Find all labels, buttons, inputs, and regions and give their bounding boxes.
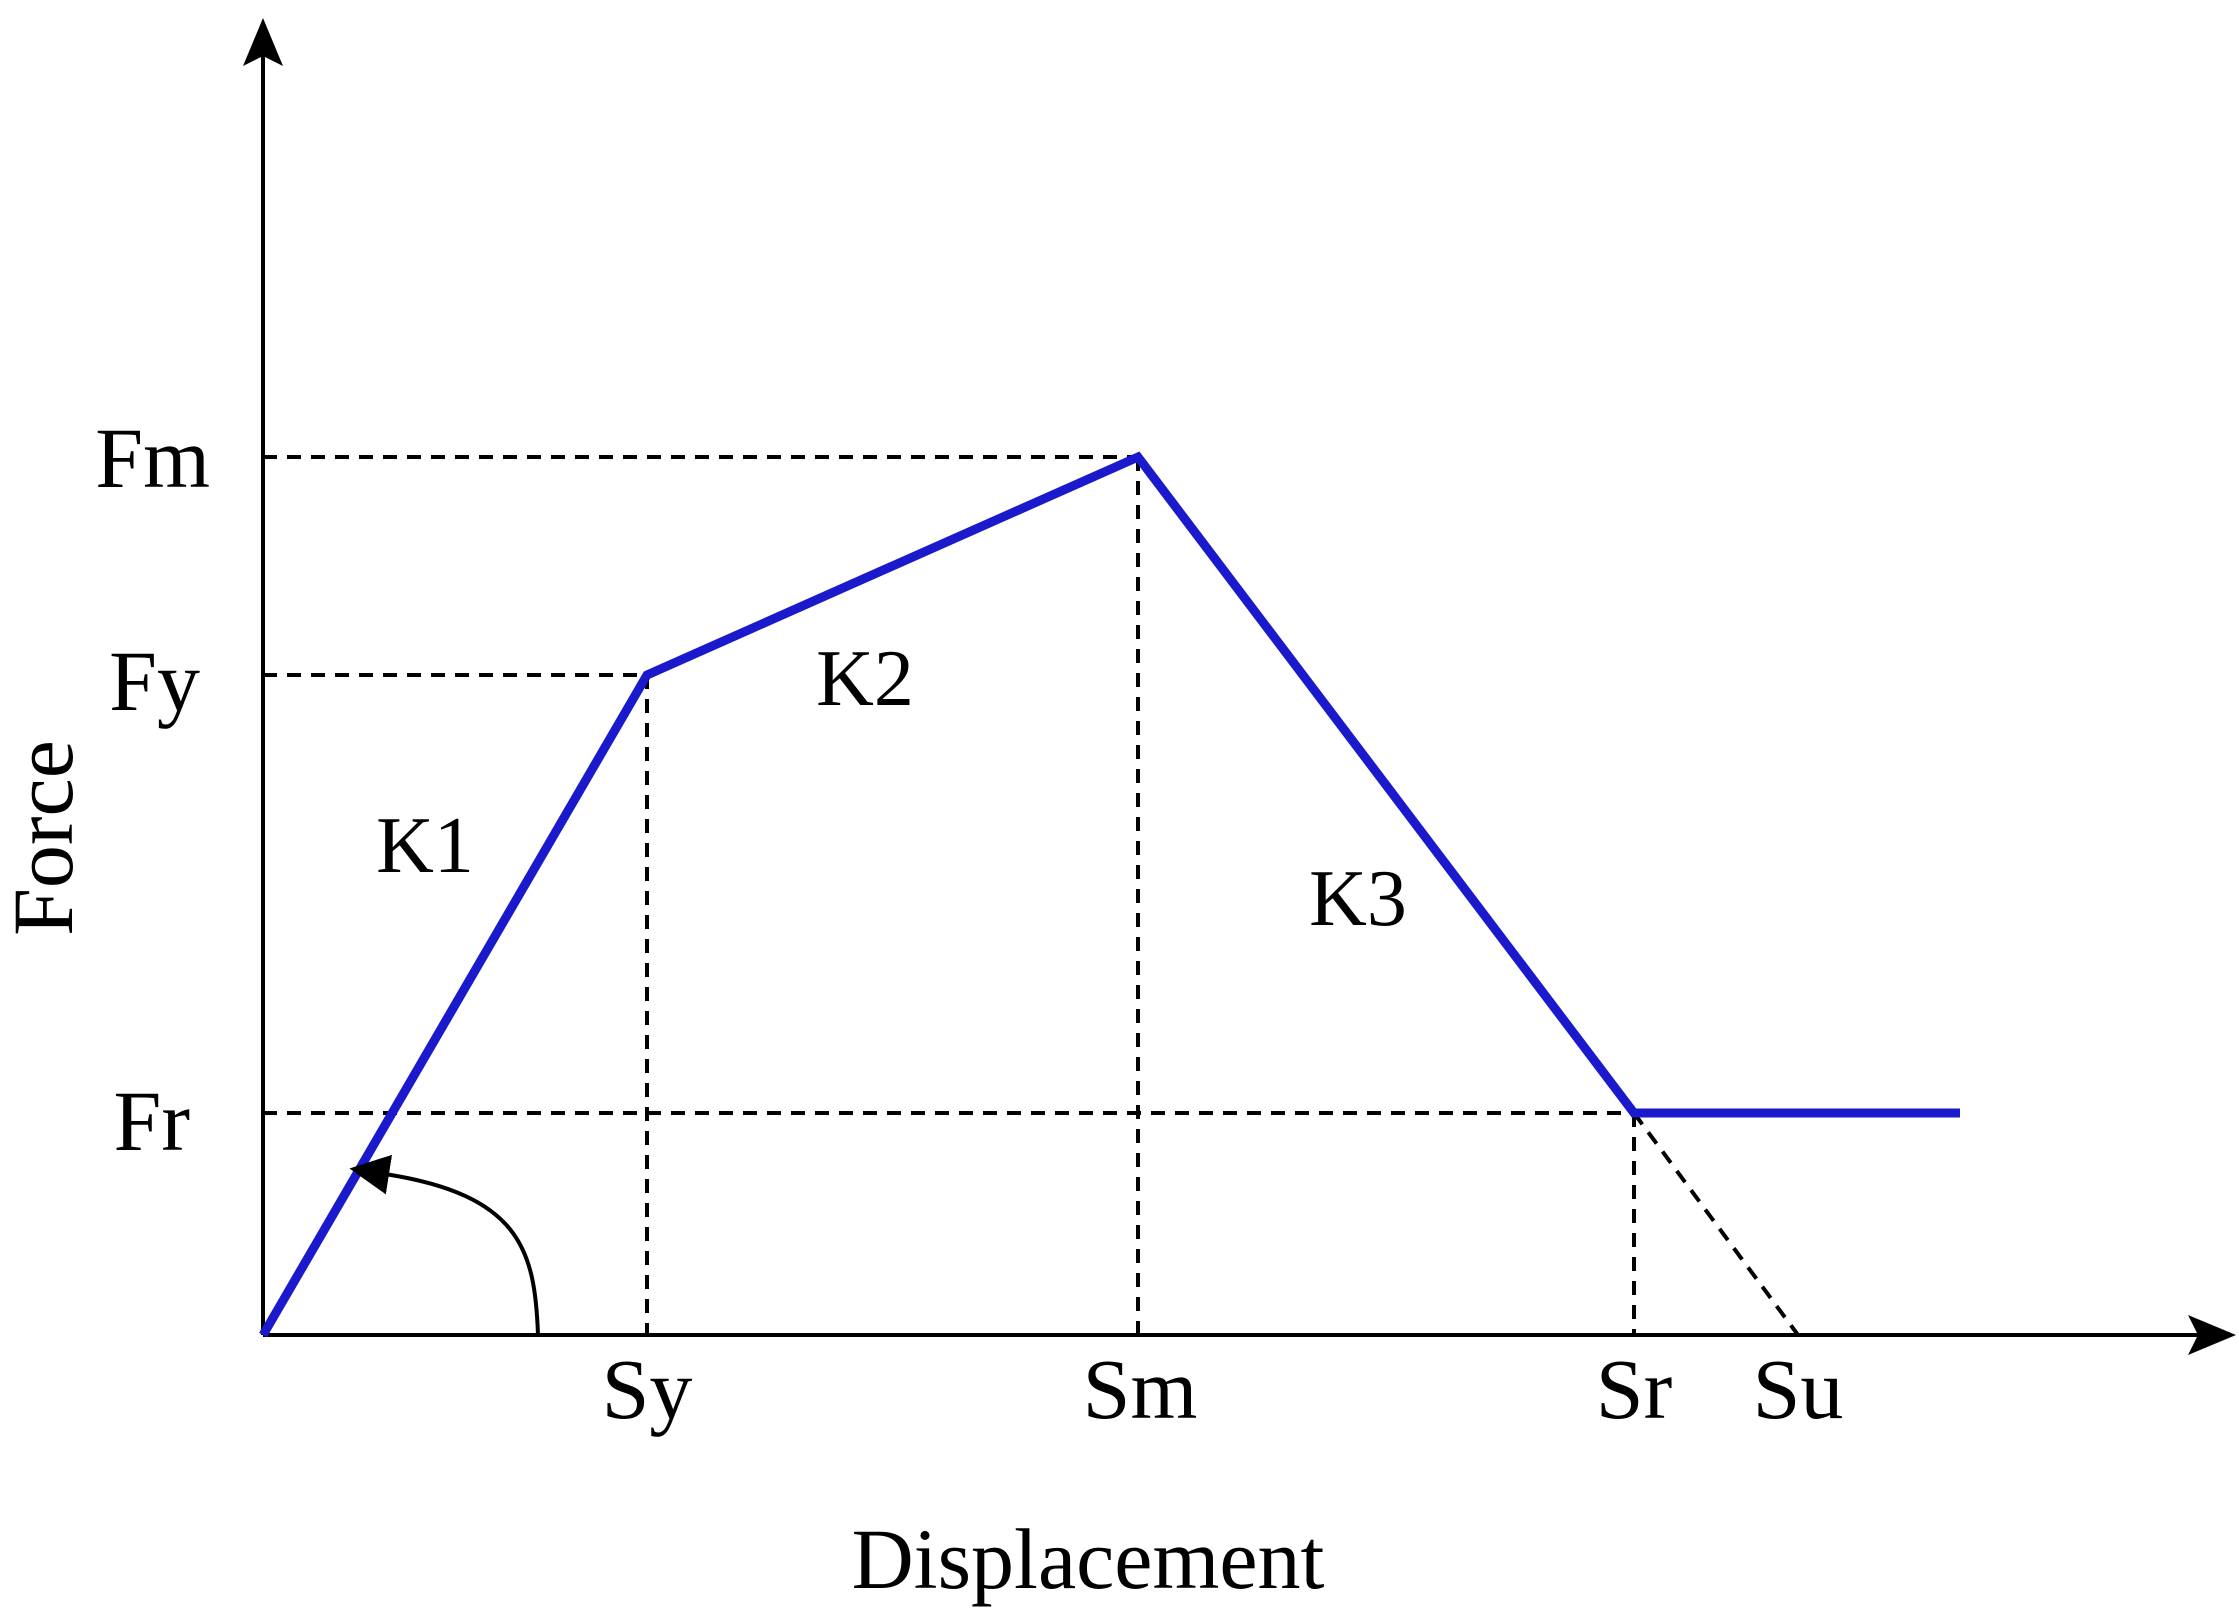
x-tick-sm: Sm — [1083, 1341, 1198, 1437]
axes — [261, 45, 2200, 1337]
x-tick-su: Su — [1753, 1341, 1844, 1437]
angle-arrow-icon — [349, 1154, 540, 1336]
y-tick-fy: Fy — [109, 633, 200, 729]
y-axis-arrow-icon — [243, 18, 283, 66]
x-tick-sy: Sy — [602, 1341, 693, 1437]
x-tick-sr: Sr — [1596, 1341, 1672, 1437]
stiffness-label-k3: K3 — [1309, 855, 1407, 943]
stiffness-label-k2: K2 — [816, 635, 914, 723]
degradation-line — [1632, 1111, 1800, 1337]
guide-lines — [263, 455, 1800, 1337]
y-tick-fm: Fm — [95, 410, 210, 506]
x-axis-arrow-icon — [2188, 1315, 2236, 1355]
y-tick-fr: Fr — [114, 1073, 190, 1169]
x-axis-title: Displacement — [852, 1511, 1325, 1607]
y-axis-title: Force — [0, 740, 91, 936]
stiffness-label-k1: K1 — [376, 802, 474, 890]
force-displacement-curve — [259, 451, 1960, 1338]
